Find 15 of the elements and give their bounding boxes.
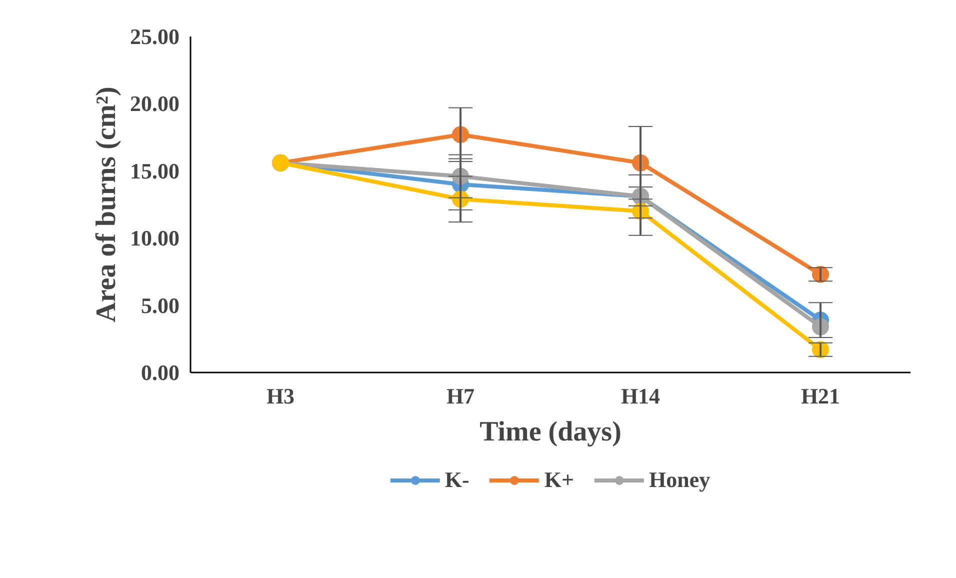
y-tick-label: 25.00 <box>130 24 180 49</box>
x-tick-label: H3 <box>266 384 295 408</box>
legend-label: K- <box>444 467 470 493</box>
x-tick-label: H7 <box>446 384 475 408</box>
y-axis-title: Area of burns (cm²) <box>91 86 122 322</box>
y-tick-label: 15.00 <box>130 158 180 184</box>
x-tick-label: H21 <box>800 384 840 408</box>
legend-label: Honey <box>648 467 710 493</box>
y-tick-label: 10.00 <box>130 226 180 251</box>
legend-label: K+ <box>544 467 574 493</box>
x-axis-title: Time (days) <box>480 416 622 448</box>
y-tick-label: 5.00 <box>141 292 180 318</box>
y-tick-label: 0.00 <box>141 360 180 385</box>
y-tick-label: 20.00 <box>130 91 180 116</box>
x-tick-label: H14 <box>620 384 660 408</box>
